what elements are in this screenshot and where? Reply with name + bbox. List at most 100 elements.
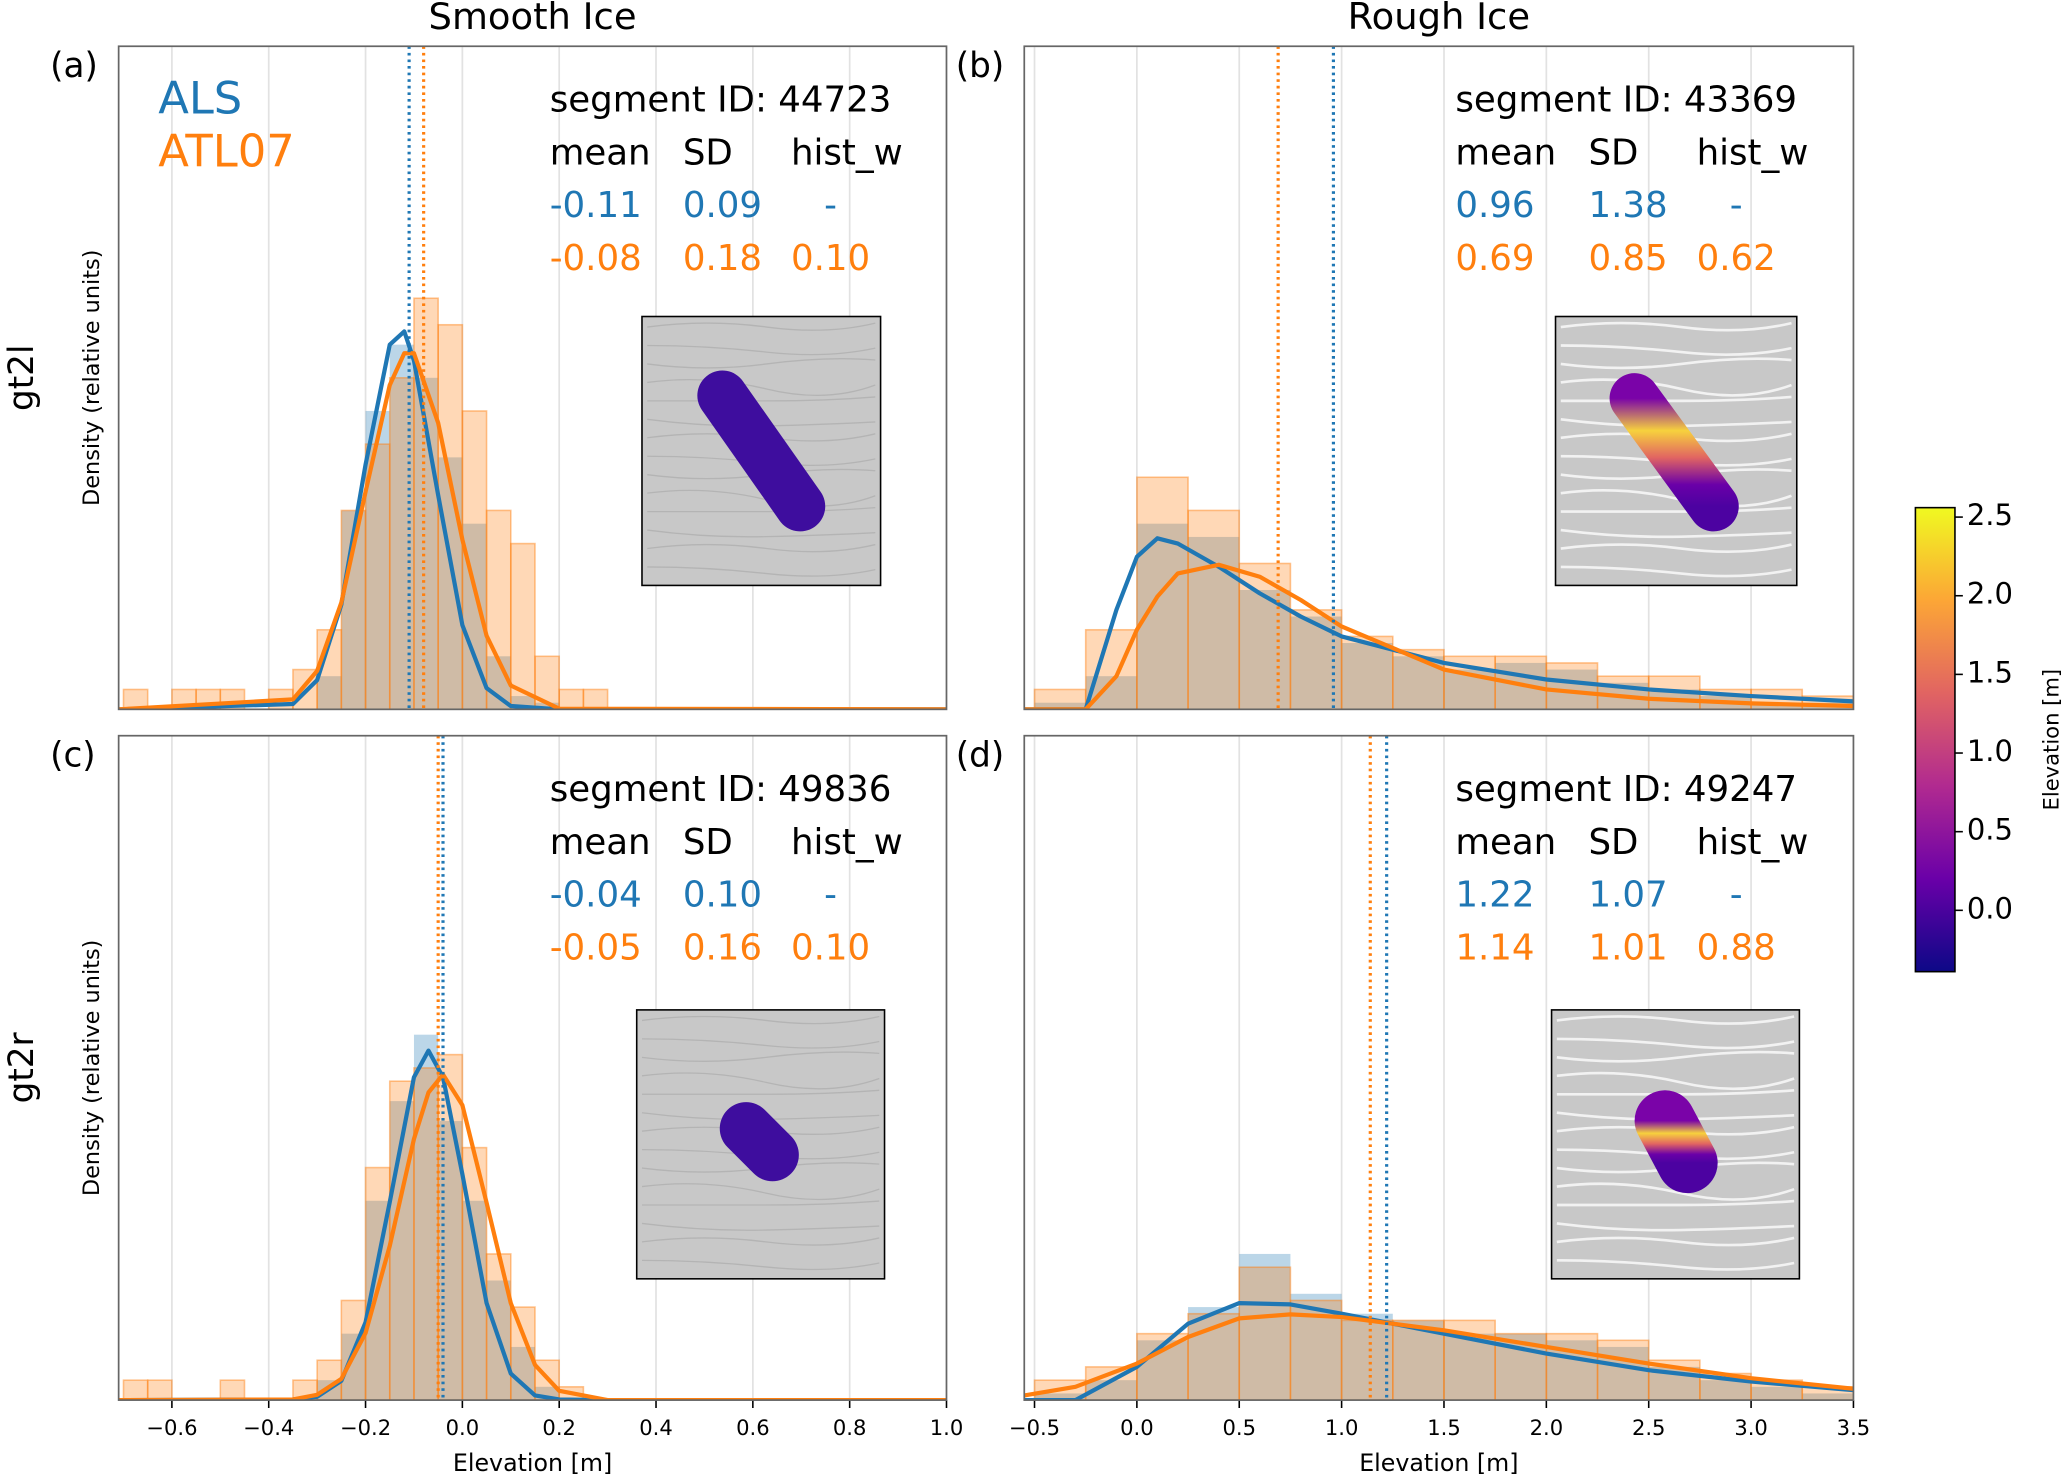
inset-texture xyxy=(647,358,876,369)
stat-sd: 0.09 xyxy=(683,185,762,226)
density-curve xyxy=(118,1072,947,1401)
histogram-bar xyxy=(1392,1319,1445,1401)
segment-id: segment ID: 49247 xyxy=(1455,769,1797,810)
stat-sd: 0.85 xyxy=(1588,238,1667,279)
x-tick-label: 1.5 xyxy=(1427,1415,1461,1440)
inset-image xyxy=(1554,315,1798,587)
density-curve xyxy=(1024,536,1854,710)
stat-header: mean xyxy=(550,132,651,173)
stat-header: SD xyxy=(1588,822,1638,863)
histogram-bar xyxy=(1545,662,1599,710)
stat-mean: -0.04 xyxy=(550,875,642,916)
histogram-bar xyxy=(1033,688,1087,710)
inset-texture xyxy=(1556,1015,1795,1025)
inset-texture xyxy=(647,322,876,331)
segment-id: segment ID: 49836 xyxy=(550,769,892,810)
column-title: Smooth Ice xyxy=(429,0,637,38)
inset-texture xyxy=(647,566,876,577)
row-label: gt2l xyxy=(2,345,42,412)
histogram-bar xyxy=(1239,1253,1291,1401)
stat-sd: 1.38 xyxy=(1588,185,1667,226)
axes-frame xyxy=(117,734,948,1401)
plot-area xyxy=(118,46,947,710)
density-curve xyxy=(1024,562,1854,710)
inset-texture xyxy=(641,1089,880,1095)
panel-label: (a) xyxy=(50,46,98,86)
inset-texture xyxy=(1556,1199,1795,1207)
x-tick-label: −0.2 xyxy=(340,1415,391,1440)
histogram-bar xyxy=(365,410,390,710)
histogram-bar xyxy=(1751,1386,1803,1401)
inset-texture xyxy=(1560,528,1792,539)
colorbar xyxy=(1914,506,1956,973)
x-tick-label: 2.0 xyxy=(1530,1415,1564,1440)
stat-header: mean xyxy=(550,822,651,863)
inset-texture xyxy=(1560,395,1792,403)
segment-id: segment ID: 44723 xyxy=(550,80,892,121)
histogram-bar xyxy=(509,542,536,710)
stat-hist-w: 0.10 xyxy=(791,927,870,968)
histogram-bar xyxy=(122,1379,149,1401)
stat-mean: -0.11 xyxy=(550,185,642,226)
histogram-bar xyxy=(1802,1393,1854,1401)
y-axis-label: Density (relative units) xyxy=(79,940,105,1197)
inset-footprint xyxy=(697,370,826,532)
stat-sd: 1.07 xyxy=(1588,875,1667,916)
stat-header: SD xyxy=(683,822,733,863)
inset-image xyxy=(1550,1009,1801,1280)
x-axis-label: Elevation [m] xyxy=(1359,1449,1518,1477)
inset-texture xyxy=(1556,1050,1795,1063)
inset-texture xyxy=(1556,1236,1795,1247)
histogram-bar xyxy=(219,1379,246,1401)
histogram-bar xyxy=(1340,1319,1394,1401)
plot-area xyxy=(1024,46,1854,710)
x-tick-label: 0.0 xyxy=(446,1415,480,1440)
column-title: Rough Ice xyxy=(1348,0,1530,38)
stat-hist-w: - xyxy=(1730,875,1743,916)
inset-texture xyxy=(647,344,876,356)
stat-header: SD xyxy=(683,132,733,173)
panel-label: (d) xyxy=(956,735,1005,775)
histogram-bar xyxy=(1341,643,1393,710)
stat-hist-w: 0.88 xyxy=(1697,927,1776,968)
inset-texture xyxy=(647,529,876,538)
axes-frame xyxy=(1023,45,1855,711)
stat-mean: 0.96 xyxy=(1455,185,1534,226)
stat-header: mean xyxy=(1455,822,1556,863)
stat-sd: 0.18 xyxy=(683,238,762,279)
colorbar-tick-label: 0.5 xyxy=(1967,813,2013,847)
inset-texture xyxy=(1560,378,1792,397)
histogram-bar xyxy=(1699,1380,1752,1401)
inset-texture xyxy=(641,1222,880,1231)
inset-texture xyxy=(641,1259,880,1271)
stat-header: mean xyxy=(1455,132,1556,173)
stat-mean: 1.14 xyxy=(1455,927,1534,968)
axes-frame xyxy=(1023,734,1855,1401)
row-label: gt2r xyxy=(2,1031,42,1103)
inset-footprint xyxy=(1609,373,1739,532)
inset-texture xyxy=(647,543,876,553)
stat-header: SD xyxy=(1588,132,1638,173)
histogram-bar xyxy=(1545,1332,1599,1401)
stat-mean: -0.08 xyxy=(550,238,642,279)
x-tick-label: −0.5 xyxy=(1009,1415,1060,1440)
histogram-bar xyxy=(1034,1393,1086,1401)
inset-texture xyxy=(1560,344,1792,356)
inset-texture xyxy=(641,1072,880,1090)
colorbar-label: Elevation [m] xyxy=(2038,669,2063,811)
histogram-bar xyxy=(317,676,342,710)
stat-mean: 1.22 xyxy=(1455,875,1534,916)
stat-hist-w: - xyxy=(824,185,837,226)
stat-sd: 0.16 xyxy=(683,927,762,968)
x-tick-label: 2.5 xyxy=(1632,1415,1666,1440)
segment-id: segment ID: 43369 xyxy=(1455,80,1797,121)
panel-label: (c) xyxy=(50,735,96,775)
x-tick-label: 0.4 xyxy=(639,1415,673,1440)
histogram-bar xyxy=(1596,675,1650,710)
colorbar-tick-label: 0.0 xyxy=(1967,891,2013,925)
colorbar-tick-label: 2.5 xyxy=(1967,498,2013,532)
stat-mean: 0.69 xyxy=(1455,238,1534,279)
x-tick-label: 0.2 xyxy=(542,1415,576,1440)
x-tick-label: 1.0 xyxy=(1325,1415,1359,1440)
